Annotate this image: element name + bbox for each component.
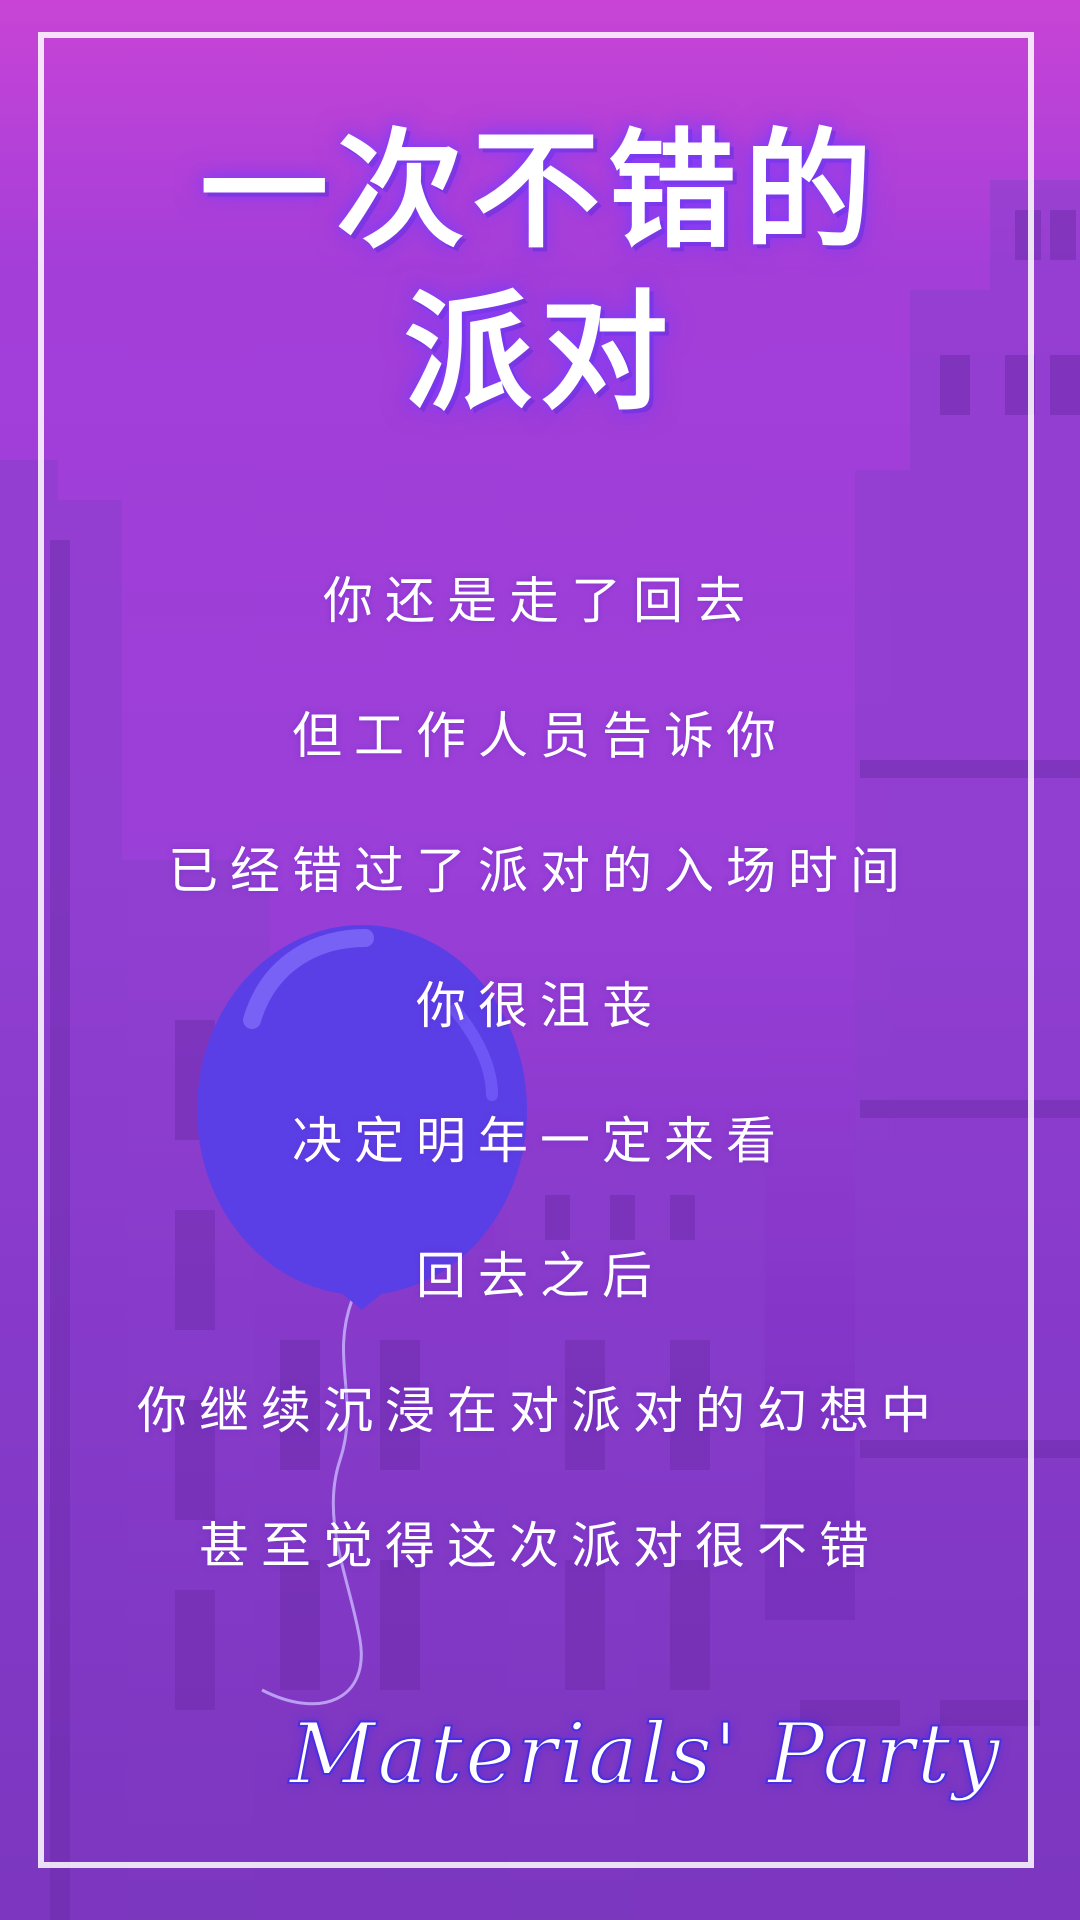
story-line: 但工作人员告诉你 [292,707,788,765]
story-line: 你很沮丧 [416,977,664,1035]
title-line-2: 派对 [403,279,676,428]
story-line: 你还是走了回去 [323,572,757,630]
title-line-1: 一次不错的 [199,117,880,266]
balloon-illustration [197,925,527,1706]
story-line: 已经错过了派对的入场时间 [168,842,912,900]
building [0,500,122,1920]
story-line: 回去之后 [416,1247,664,1305]
story-line: 甚至觉得这次派对很不错 [199,1517,881,1575]
story-line: 决定明年一定来看 [292,1112,788,1170]
brand-signature: Materials' Party [288,1705,1002,1803]
story-text: 你还是走了回去 但工作人员告诉你 已经错过了派对的入场时间 你很沮丧 决定明年一… [0,566,1080,1646]
building [760,1620,1080,1920]
building [265,1250,495,1920]
building [495,1150,765,1920]
story-line: 你继续沉浸在对派对的幻想中 [137,1382,943,1440]
border-frame [38,32,1034,1868]
